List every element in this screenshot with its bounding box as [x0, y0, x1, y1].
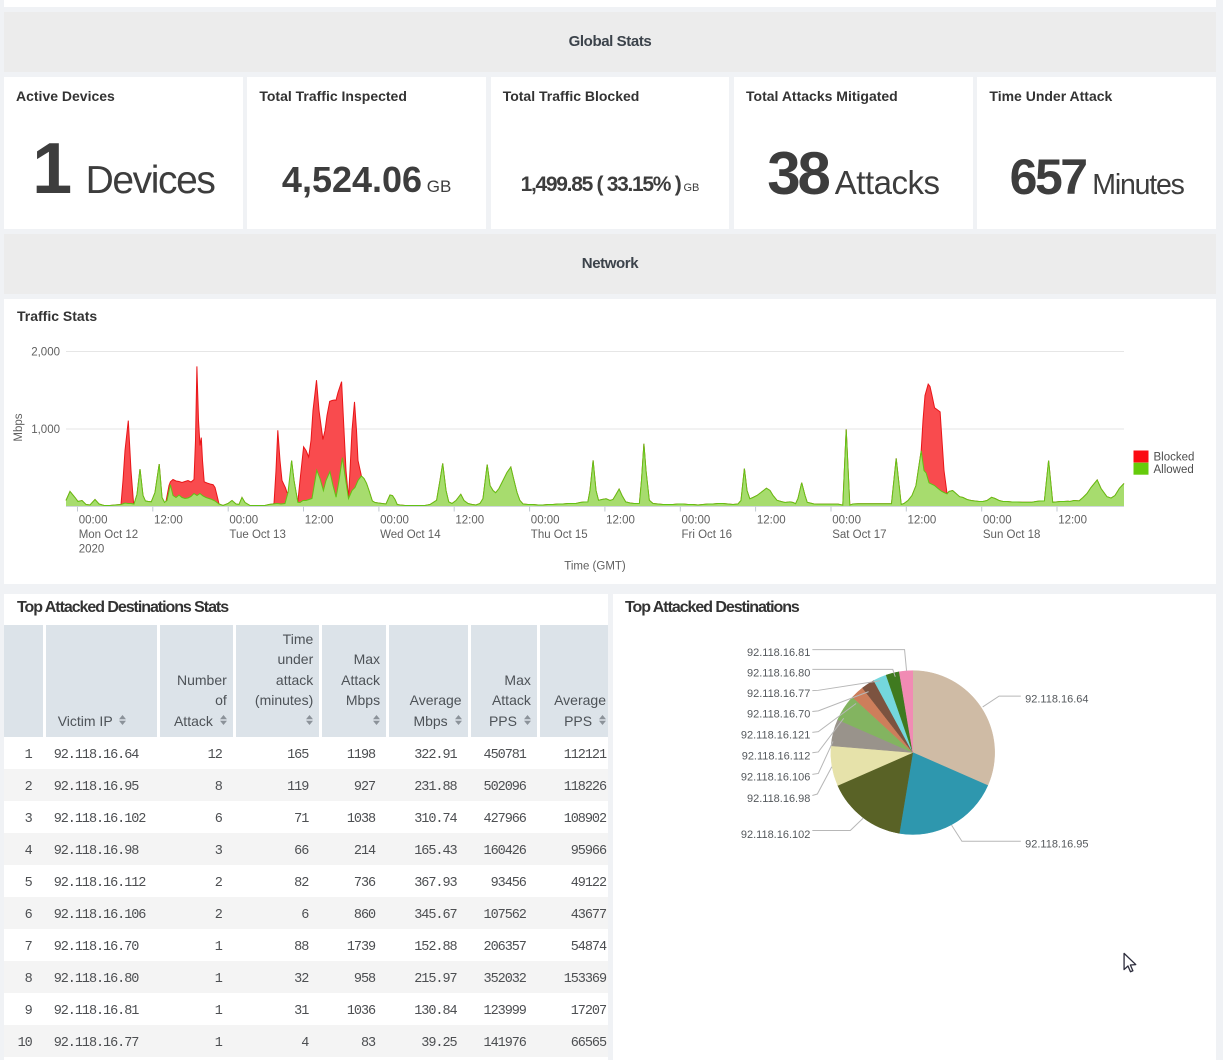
svg-text:00:00: 00:00 — [983, 514, 1012, 526]
svg-text:Blocked: Blocked — [1154, 451, 1195, 463]
svg-text:Wed Oct 14: Wed Oct 14 — [380, 529, 441, 541]
svg-text:Sun Oct 18: Sun Oct 18 — [983, 529, 1041, 541]
svg-text:92.118.16.102: 92.118.16.102 — [740, 829, 809, 841]
svg-text:12:00: 12:00 — [154, 514, 183, 526]
svg-text:00:00: 00:00 — [682, 514, 711, 526]
svg-text:00:00: 00:00 — [229, 514, 258, 526]
svg-text:12:00: 12:00 — [305, 514, 334, 526]
svg-text:2020: 2020 — [79, 543, 105, 555]
svg-text:92.118.16.64: 92.118.16.64 — [1025, 693, 1088, 705]
svg-text:Allowed: Allowed — [1154, 463, 1194, 475]
svg-text:Time (GMT): Time (GMT) — [564, 560, 626, 572]
svg-text:Sat Oct 17: Sat Oct 17 — [832, 529, 886, 541]
svg-text:00:00: 00:00 — [380, 514, 409, 526]
svg-text:12:00: 12:00 — [908, 514, 937, 526]
svg-text:92.118.16.98: 92.118.16.98 — [747, 793, 810, 805]
svg-text:92.118.16.121: 92.118.16.121 — [740, 729, 809, 741]
svg-text:12:00: 12:00 — [1058, 514, 1087, 526]
svg-text:00:00: 00:00 — [531, 514, 560, 526]
svg-text:12:00: 12:00 — [606, 514, 635, 526]
svg-text:92.118.16.70: 92.118.16.70 — [747, 708, 810, 720]
svg-text:92.118.16.80: 92.118.16.80 — [747, 667, 810, 679]
svg-text:92.118.16.77: 92.118.16.77 — [747, 688, 810, 700]
svg-text:Mon Oct 12: Mon Oct 12 — [79, 529, 138, 541]
svg-text:92.118.16.106: 92.118.16.106 — [740, 772, 809, 784]
svg-text:2,000: 2,000 — [31, 346, 60, 358]
svg-text:12:00: 12:00 — [757, 514, 786, 526]
svg-text:00:00: 00:00 — [79, 514, 108, 526]
svg-text:Mbps: Mbps — [13, 413, 25, 441]
svg-text:92.118.16.112: 92.118.16.112 — [741, 750, 810, 762]
svg-text:00:00: 00:00 — [832, 514, 861, 526]
svg-text:Thu Oct 15: Thu Oct 15 — [531, 529, 588, 541]
svg-text:92.118.16.81: 92.118.16.81 — [747, 647, 810, 659]
svg-text:Fri Oct 16: Fri Oct 16 — [682, 529, 732, 541]
svg-text:Tue Oct 13: Tue Oct 13 — [229, 529, 285, 541]
svg-text:92.118.16.95: 92.118.16.95 — [1025, 839, 1088, 851]
svg-text:12:00: 12:00 — [455, 514, 484, 526]
svg-text:1,000: 1,000 — [31, 424, 60, 436]
